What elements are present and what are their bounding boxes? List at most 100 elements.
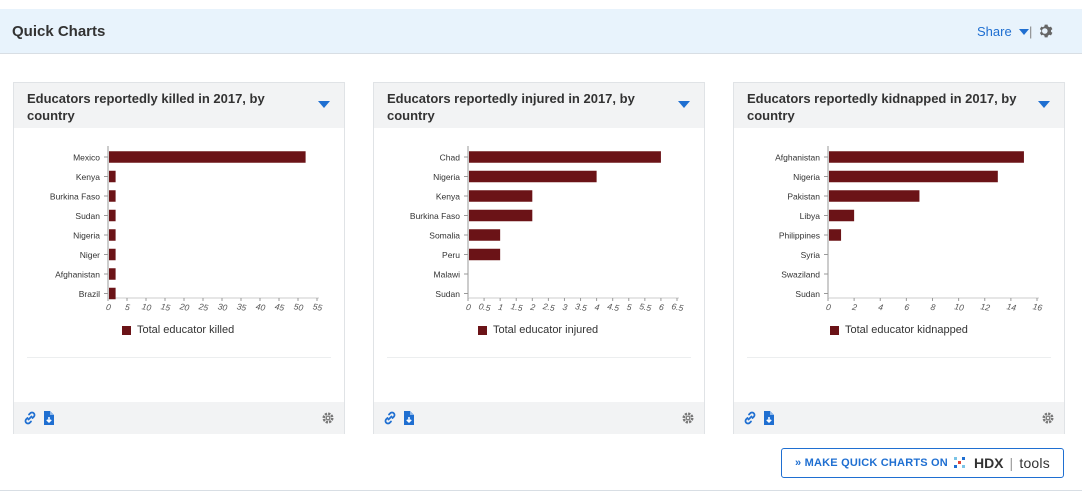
x-tick-label: 30	[217, 301, 228, 313]
category-label: Pakistan	[787, 192, 820, 202]
x-tick-label: 20	[178, 301, 190, 313]
brand-separator: |	[1009, 455, 1014, 471]
card-title: Educators reportedly killed in 2017, by …	[27, 91, 265, 123]
x-tick-label: 3	[562, 302, 569, 313]
x-tick-label: 2	[529, 302, 537, 313]
x-tick-label: 25	[197, 301, 209, 313]
download-file-icon[interactable]	[761, 410, 777, 426]
chart-legend: Total educator kidnapped	[830, 324, 968, 336]
card-footer	[374, 402, 704, 434]
chart-legend: Total educator injured	[478, 324, 598, 336]
category-label: Nigeria	[433, 172, 460, 182]
divider	[747, 357, 1051, 358]
bar	[469, 229, 501, 241]
bar	[109, 229, 116, 241]
bar	[829, 190, 920, 202]
x-tick-label: 40	[255, 301, 266, 313]
chevron-down-icon[interactable]	[318, 101, 330, 108]
x-tick-label: 6	[904, 302, 911, 313]
legend-swatch	[478, 325, 487, 335]
gear-icon[interactable]	[680, 410, 696, 426]
share-label: Share	[977, 24, 1012, 39]
card-header: Educators reportedly kidnapped in 2017, …	[734, 83, 1064, 128]
download-file-icon[interactable]	[41, 410, 57, 426]
category-label: Chad	[440, 153, 461, 163]
x-tick-label: 35	[236, 301, 247, 313]
legend-label: Total educator kidnapped	[845, 324, 968, 336]
bottom-divider	[0, 490, 1082, 491]
make-button-label: » MAKE QUICK CHARTS ON	[795, 457, 948, 469]
hdx-brand: HDX	[973, 455, 1004, 471]
chevron-down-icon	[1018, 28, 1029, 35]
make-quick-charts-button[interactable]: » MAKE QUICK CHARTS ON HDX | tools	[781, 448, 1064, 478]
x-tick-label: 8	[930, 302, 937, 313]
hdx-logo-icon	[953, 457, 965, 468]
x-tick-label: 6.5	[671, 301, 685, 313]
x-tick-label: 1.5	[510, 301, 524, 313]
x-tick-label: 0	[465, 302, 472, 313]
x-tick-label: 2	[850, 302, 858, 313]
bar	[109, 151, 306, 163]
bar	[109, 248, 116, 261]
bar	[829, 229, 842, 241]
share-button[interactable]: Share	[977, 24, 1029, 39]
bar	[469, 209, 533, 222]
category-label: Afghanistan	[775, 153, 820, 163]
x-tick-label: 5.5	[639, 301, 653, 313]
link-icon[interactable]	[742, 410, 758, 426]
legend-label: Total educator killed	[137, 324, 235, 336]
category-label: Burkina Faso	[410, 211, 460, 221]
x-tick-label: 4	[594, 302, 601, 313]
chart-card-kidnapped: Educators reportedly kidnapped in 2017, …	[733, 82, 1065, 434]
bar	[109, 190, 116, 202]
bar-chart: Afghanistan Nigeria Pakistan Libya Philippin…	[775, 146, 1043, 313]
x-tick-label: 5	[626, 302, 633, 313]
category-label: Mexico	[73, 153, 100, 163]
x-tick-label: 5	[124, 302, 131, 313]
link-icon[interactable]	[22, 410, 38, 426]
bar-chart: Chad Nigeria Kenya Burkina Faso Somalia Peru M…	[410, 146, 685, 313]
chart-legend: Total educator killed	[122, 324, 234, 336]
category-label: Libya	[800, 211, 821, 221]
bar	[109, 287, 116, 300]
category-label: Brazil	[79, 289, 100, 299]
x-tick-label: 0	[825, 302, 832, 313]
bar	[109, 268, 116, 280]
card-title: Educators reportedly injured in 2017, by…	[387, 91, 635, 123]
card-header: Educators reportedly injured in 2017, by…	[374, 83, 704, 128]
category-label: Afghanistan	[55, 270, 100, 280]
card-footer	[14, 402, 344, 434]
category-label: Sudan	[75, 211, 100, 221]
x-tick-label: 2.5	[541, 301, 556, 313]
x-tick-label: 3.5	[574, 301, 588, 313]
bar	[829, 170, 998, 183]
category-label: Niger	[80, 250, 100, 260]
link-icon[interactable]	[382, 410, 398, 426]
category-label: Syria	[801, 250, 821, 260]
bar-chart: Mexico Kenya Burkina Faso Sudan Nigeria Niger…	[50, 146, 323, 313]
x-tick-label: 0.5	[478, 301, 492, 313]
gear-icon[interactable]	[1038, 23, 1054, 39]
bar	[469, 190, 533, 202]
bar	[829, 151, 1024, 163]
category-label: Kenya	[436, 192, 460, 202]
gear-icon[interactable]	[1040, 410, 1056, 426]
legend-swatch	[122, 325, 131, 335]
category-label: Nigeria	[73, 231, 100, 241]
card-footer	[734, 402, 1064, 434]
x-tick-label: 4.5	[607, 301, 621, 313]
bar	[469, 151, 661, 163]
x-tick-label: 4	[878, 302, 885, 313]
chevron-down-icon[interactable]	[678, 101, 690, 108]
bar	[829, 209, 855, 222]
card-title: Educators reportedly kidnapped in 2017, …	[747, 91, 1017, 123]
divider	[387, 357, 691, 358]
x-tick-label: 6	[658, 302, 665, 313]
download-file-icon[interactable]	[401, 410, 417, 426]
tools-label: tools	[1019, 455, 1050, 471]
x-tick-label: 10	[954, 301, 965, 313]
bar	[109, 170, 116, 183]
gear-icon[interactable]	[320, 410, 336, 426]
chevron-down-icon[interactable]	[1038, 101, 1050, 108]
category-label: Kenya	[76, 172, 100, 182]
